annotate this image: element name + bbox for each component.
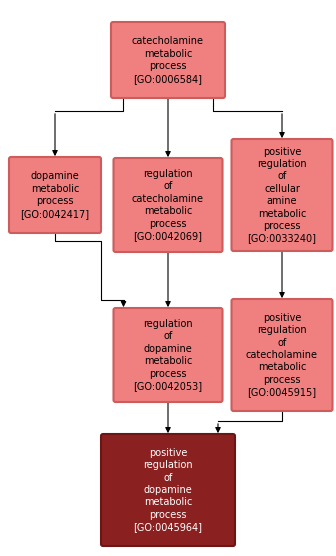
FancyBboxPatch shape [232,299,333,411]
Text: catecholamine
metabolic
process
[GO:0006584]: catecholamine metabolic process [GO:0006… [132,36,204,83]
FancyBboxPatch shape [9,157,101,233]
FancyBboxPatch shape [232,139,333,251]
FancyBboxPatch shape [114,158,222,252]
FancyBboxPatch shape [114,308,222,402]
Text: regulation
of
catecholamine
metabolic
process
[GO:0042069]: regulation of catecholamine metabolic pr… [132,169,204,241]
Text: dopamine
metabolic
process
[GO:0042417]: dopamine metabolic process [GO:0042417] [20,171,90,219]
Text: positive
regulation
of
dopamine
metabolic
process
[GO:0045964]: positive regulation of dopamine metaboli… [133,448,203,532]
Text: positive
regulation
of
catecholamine
metabolic
process
[GO:0045915]: positive regulation of catecholamine met… [246,313,318,397]
Text: positive
regulation
of
cellular
amine
metabolic
process
[GO:0033240]: positive regulation of cellular amine me… [248,147,317,244]
FancyBboxPatch shape [101,434,235,546]
FancyBboxPatch shape [111,22,225,98]
Text: regulation
of
dopamine
metabolic
process
[GO:0042053]: regulation of dopamine metabolic process… [133,319,203,391]
